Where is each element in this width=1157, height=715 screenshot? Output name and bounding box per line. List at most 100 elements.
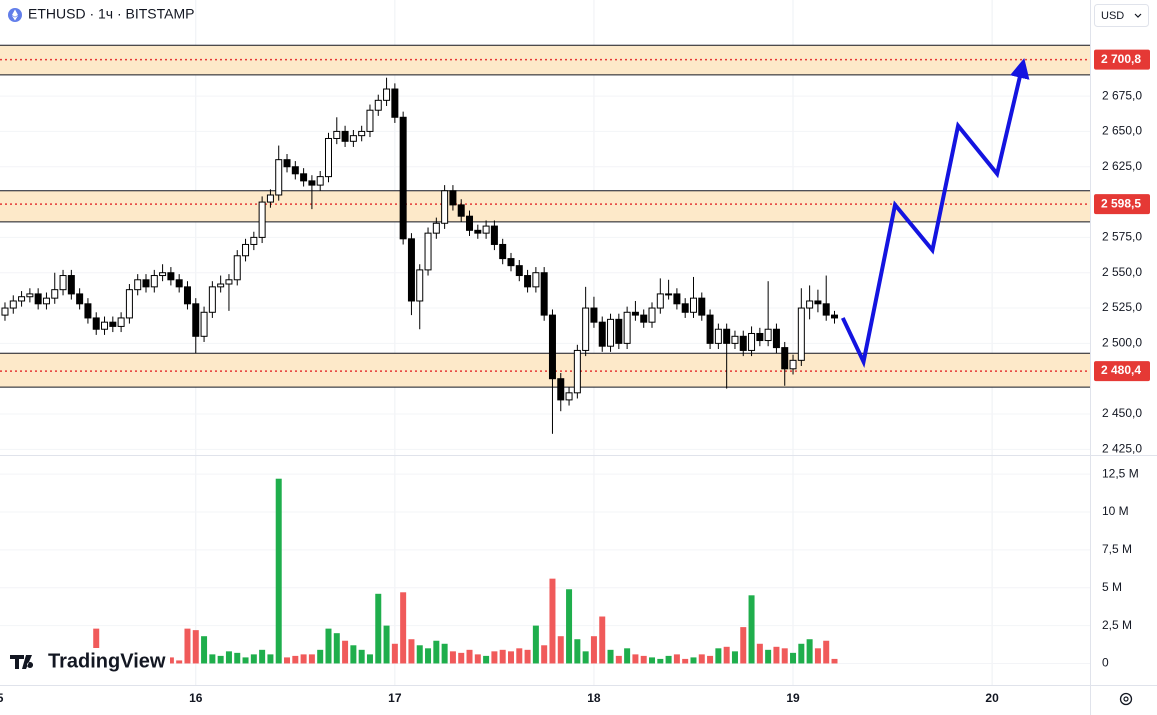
volume-bar bbox=[682, 658, 689, 664]
y-tick-label: 2 500,0 bbox=[1102, 336, 1142, 350]
volume-bar bbox=[300, 654, 307, 664]
volume-bar bbox=[292, 655, 299, 664]
candle-body bbox=[623, 311, 631, 344]
volume-bar bbox=[242, 657, 249, 664]
x-tick-label: 19 bbox=[786, 691, 800, 705]
volume-bar bbox=[93, 628, 100, 664]
volume-bar bbox=[707, 655, 714, 664]
y-tick-label: 2 625,0 bbox=[1102, 159, 1142, 173]
volume-bar bbox=[425, 648, 432, 664]
projection-path bbox=[840, 58, 1030, 369]
volume-bar bbox=[665, 655, 672, 664]
candle-body bbox=[51, 289, 59, 299]
volume-bar bbox=[483, 655, 490, 664]
volume-bar bbox=[217, 655, 224, 664]
candle-body bbox=[822, 303, 830, 316]
x-tick-label: 18 bbox=[587, 691, 601, 705]
candle-body bbox=[266, 194, 274, 203]
volume-bar bbox=[624, 648, 631, 664]
volume-bar bbox=[698, 654, 705, 664]
volume-bar bbox=[632, 654, 639, 664]
volume-bar bbox=[225, 651, 232, 664]
candle-body bbox=[640, 314, 648, 323]
candle-body bbox=[300, 173, 308, 182]
volume-bar bbox=[408, 639, 415, 664]
volume-bar bbox=[259, 649, 266, 664]
y-tick-label: 2 525,0 bbox=[1102, 300, 1142, 314]
candle-body bbox=[764, 328, 772, 342]
volume-bar bbox=[416, 645, 423, 664]
candle-body bbox=[1, 307, 9, 316]
volume-bar bbox=[201, 636, 208, 664]
candle-body bbox=[374, 99, 382, 111]
level-label: 2 598,5 bbox=[1101, 196, 1141, 210]
candle-body bbox=[831, 314, 839, 319]
candle-body bbox=[490, 225, 498, 245]
volume-bar bbox=[449, 651, 456, 664]
volume-bar bbox=[657, 658, 664, 664]
volume-bar bbox=[574, 639, 581, 664]
volume-bar bbox=[673, 654, 680, 664]
candle-body bbox=[26, 293, 34, 298]
gear-icon[interactable] bbox=[1119, 692, 1133, 706]
candle-body bbox=[499, 243, 507, 260]
volume-bar bbox=[773, 646, 780, 664]
volume-bar bbox=[358, 649, 365, 664]
volume-bar bbox=[391, 643, 398, 664]
candle-body bbox=[582, 307, 590, 351]
volume-bar bbox=[383, 625, 390, 664]
volume-bar bbox=[250, 654, 257, 664]
volume-bar bbox=[806, 639, 813, 664]
volume-bar bbox=[209, 654, 216, 664]
candle-body bbox=[291, 166, 299, 175]
candle-body bbox=[233, 255, 241, 281]
candle-body bbox=[324, 137, 332, 178]
volume-bar bbox=[507, 651, 514, 664]
candle-body bbox=[565, 392, 573, 401]
volume-tick-label: 12,5 M bbox=[1102, 466, 1139, 480]
settings-button[interactable] bbox=[1119, 692, 1133, 706]
candle-body bbox=[92, 317, 100, 330]
volume-bar bbox=[814, 648, 821, 664]
gear-hub[interactable] bbox=[1123, 696, 1129, 702]
eth-glyph bbox=[12, 9, 18, 21]
candle-body bbox=[283, 159, 291, 168]
candle-body bbox=[109, 321, 117, 327]
x-tick-label: 17 bbox=[388, 691, 402, 705]
candle-body bbox=[648, 307, 656, 323]
candle-body bbox=[125, 289, 133, 319]
level-label: 2 700,8 bbox=[1101, 52, 1141, 66]
candle-body bbox=[358, 130, 366, 137]
volume-bar bbox=[649, 657, 656, 664]
candle-body bbox=[756, 332, 764, 342]
volume-tick-label: 10 M bbox=[1102, 504, 1129, 518]
candle-body bbox=[748, 332, 756, 351]
candle-body bbox=[407, 238, 415, 302]
volume-bar bbox=[798, 643, 805, 664]
watermark-text: TradingView bbox=[48, 650, 166, 672]
volume-bar bbox=[557, 636, 564, 664]
currency-button[interactable]: USD bbox=[1094, 4, 1149, 27]
currency-label[interactable]: USD bbox=[1101, 10, 1124, 22]
level-label: 2 480,4 bbox=[1101, 363, 1141, 377]
volume-bar bbox=[599, 616, 606, 664]
candle-body bbox=[598, 321, 606, 347]
volume-bar bbox=[765, 649, 772, 664]
watermark: TradingView bbox=[0, 648, 170, 672]
candle-body bbox=[217, 283, 225, 288]
volume-bar bbox=[366, 654, 373, 664]
candle-body bbox=[540, 272, 548, 316]
currency-box[interactable] bbox=[1094, 4, 1149, 27]
dropdown-caret[interactable] bbox=[1134, 13, 1142, 18]
candle-body bbox=[34, 293, 42, 305]
volume-bar bbox=[781, 648, 788, 664]
candle-body bbox=[42, 297, 50, 305]
candle-body bbox=[316, 176, 324, 186]
volume-bar bbox=[566, 589, 573, 664]
volume-bar bbox=[823, 640, 830, 664]
x-tick-label: 15 bbox=[0, 691, 4, 705]
volume-bar bbox=[167, 657, 174, 664]
volume-bar bbox=[441, 643, 448, 664]
volume-bar bbox=[640, 655, 647, 664]
